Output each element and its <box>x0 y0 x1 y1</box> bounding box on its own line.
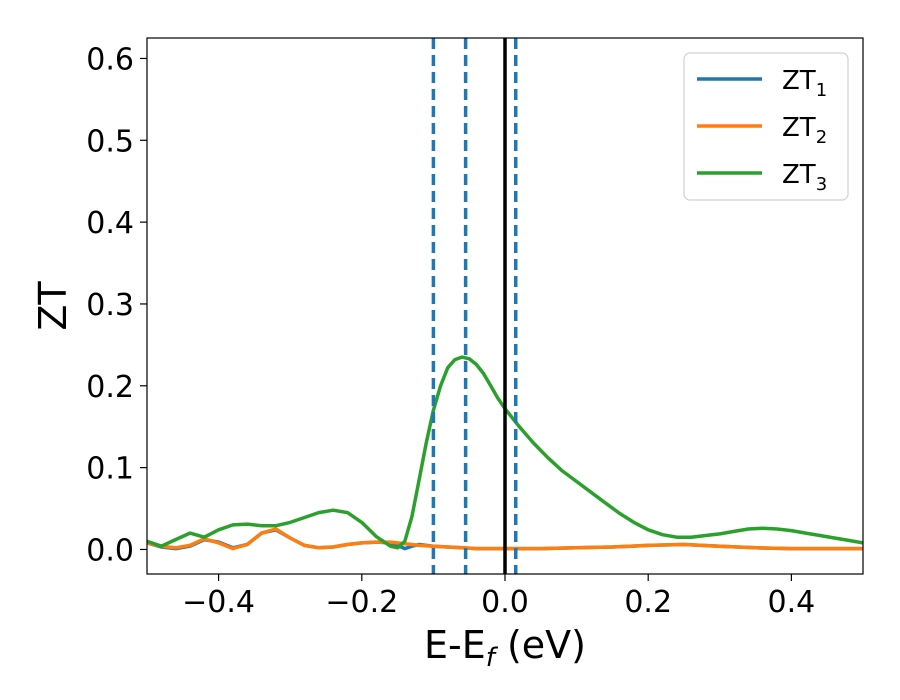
x-axis-label-main: E-E <box>424 623 486 667</box>
y-tick-label: 0.4 <box>86 206 134 241</box>
y-tick-label: 0.3 <box>86 288 134 323</box>
y-tick-label: 0.5 <box>86 124 134 159</box>
series-line-3 <box>147 355 863 550</box>
y-tick-label: 0.0 <box>86 533 134 568</box>
x-tick-label: −0.2 <box>325 585 398 620</box>
legend-label-1: ZT1 <box>782 66 827 101</box>
legend-label-3: ZT3 <box>782 160 827 195</box>
y-tick-label: 0.1 <box>86 452 134 487</box>
y-tick-label: 0.6 <box>86 42 134 77</box>
x-axis-label: E-Ef (eV) <box>424 623 586 673</box>
x-axis-ticks: −0.4 −0.2 0.0 0.2 0.4 <box>182 574 815 620</box>
reference-lines <box>431 38 518 574</box>
series-layer <box>147 355 863 551</box>
y-axis-ticks: 0.0 0.1 0.2 0.3 0.4 0.5 0.6 <box>86 42 147 568</box>
x-axis-label-unit: (eV) <box>495 623 586 667</box>
legend-frame <box>683 52 849 201</box>
x-tick-label: 0.2 <box>624 585 672 620</box>
legend: ZT1 ZT2 ZT3 <box>683 52 849 201</box>
y-axis-label: ZT <box>31 281 75 331</box>
y-tick-label: 0.2 <box>86 370 134 405</box>
x-tick-label: 0.4 <box>768 585 816 620</box>
x-tick-label: −0.4 <box>182 585 255 620</box>
x-tick-label: 0.0 <box>481 585 529 620</box>
legend-label-2: ZT2 <box>782 113 827 148</box>
